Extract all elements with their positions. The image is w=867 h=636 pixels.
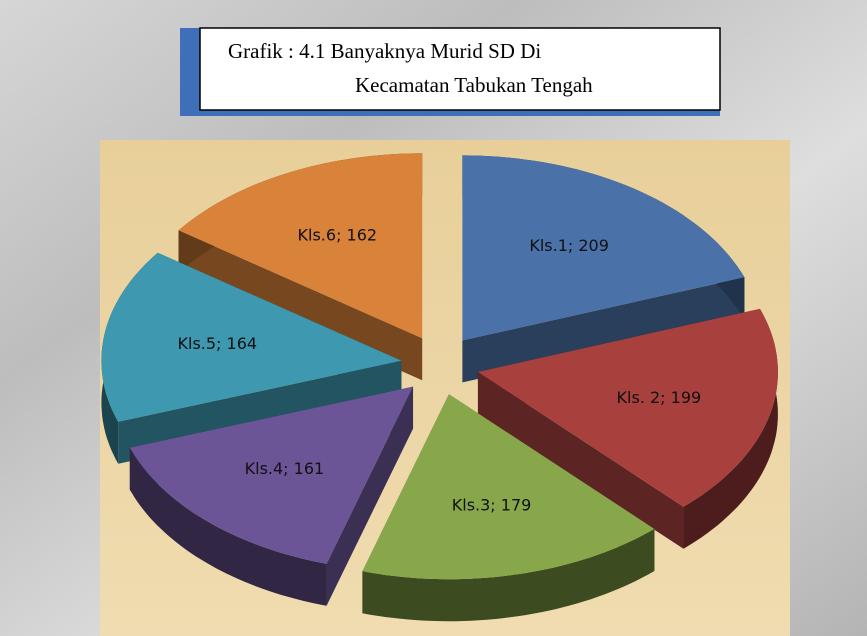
data-label: Kls.5; 164 xyxy=(178,334,258,353)
data-label: Kls. 2; 199 xyxy=(617,388,702,407)
slice xyxy=(101,252,402,422)
chart-title: Grafik : 4.1 Banyaknya Murid SD Di xyxy=(228,39,541,63)
slice-side xyxy=(477,371,684,549)
slice-side xyxy=(129,447,327,606)
chart-title: Kecamatan Tabukan Tengah xyxy=(355,73,593,97)
slice-side xyxy=(462,277,745,383)
slice-side xyxy=(326,386,414,606)
slice xyxy=(462,155,745,341)
data-label: Kls.6; 162 xyxy=(298,226,378,245)
data-label: Kls.1; 209 xyxy=(529,236,609,255)
title-box xyxy=(199,27,721,111)
slice xyxy=(362,394,655,580)
data-label: Kls.3; 179 xyxy=(452,495,532,514)
data-label: Kls.4; 161 xyxy=(245,459,325,478)
slice-side xyxy=(362,528,655,622)
slice xyxy=(129,386,414,564)
slice xyxy=(178,153,423,339)
slice-side xyxy=(178,230,423,381)
slice xyxy=(477,308,778,507)
